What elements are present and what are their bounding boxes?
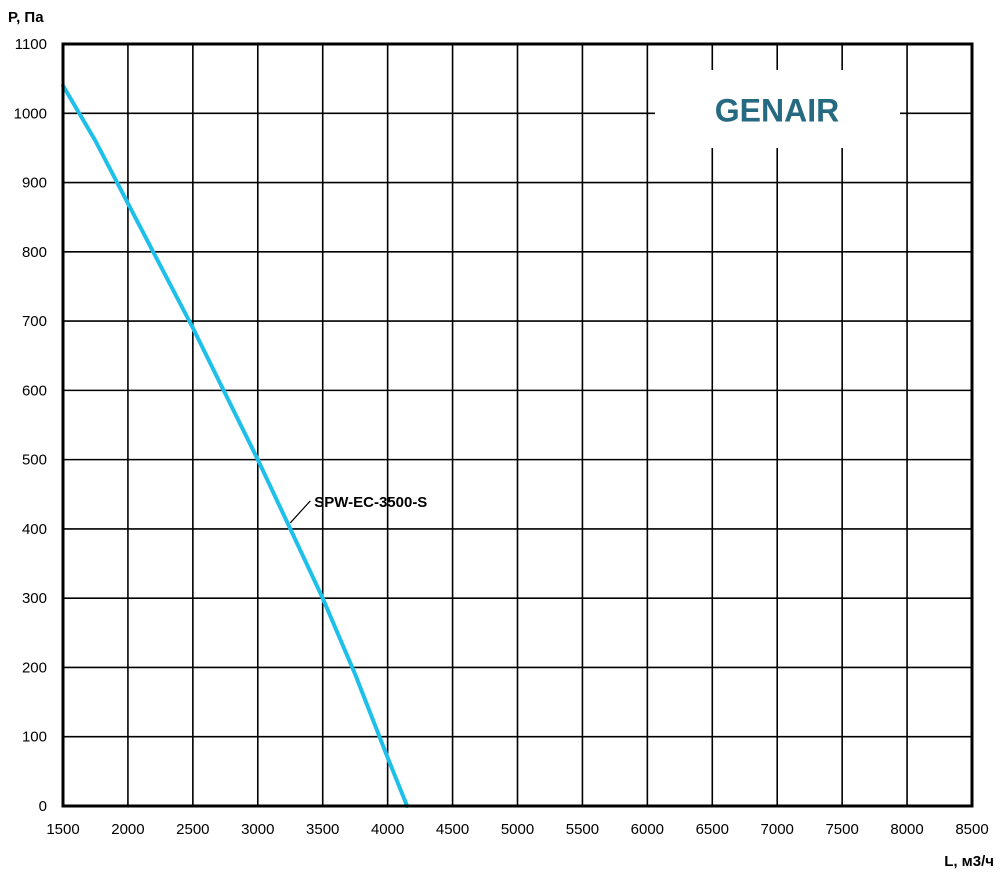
y-tick-label: 1100	[15, 36, 47, 53]
grid	[62, 43, 973, 807]
plot-frame	[61, 42, 974, 808]
x-tick-label: 2000	[111, 821, 144, 838]
y-tick-label: 800	[22, 244, 47, 261]
x-tick-label: 7000	[761, 821, 794, 838]
x-tick-label: 8000	[890, 821, 923, 838]
y-tick-label: 900	[22, 175, 47, 192]
x-tick-label: 6500	[696, 821, 729, 838]
genair-logo: GENAIR	[715, 92, 839, 128]
x-tick-label: 4500	[436, 821, 469, 838]
y-tick-label: 600	[22, 382, 47, 399]
y-tick-label: 400	[22, 521, 47, 538]
y-tick-label: 100	[22, 729, 47, 746]
x-tick-label: 6000	[631, 821, 664, 838]
x-tick-label: 3000	[241, 821, 274, 838]
x-tick-label: 4000	[371, 821, 404, 838]
y-tick-label: 0	[39, 798, 47, 815]
x-tick-label: 3500	[306, 821, 339, 838]
series-label: SPW-EC-3500-S	[314, 494, 427, 511]
y-tick-label: 700	[22, 313, 47, 330]
x-tick-label: 5500	[566, 821, 599, 838]
x-axis-title: L, м3/ч	[944, 853, 994, 870]
series-line-spw-ec-3500-s	[61, 83, 410, 808]
logo-background	[655, 70, 900, 148]
x-tick-label: 8500	[955, 821, 988, 838]
series-layer	[61, 83, 410, 808]
x-tick-label: 5000	[501, 821, 534, 838]
y-tick-label: 500	[22, 452, 47, 469]
y-tick-label: 200	[22, 659, 47, 676]
x-tick-label: 2500	[176, 821, 209, 838]
x-tick-label: 1500	[46, 821, 79, 838]
y-tick-label: 300	[22, 590, 47, 607]
annotation-leader-line	[289, 500, 311, 524]
tick-labels: 1500 2000 2500 3000 3500 4000 4500 5000 5500 6000…	[14, 36, 989, 838]
annotation-layer: SPW-EC-3500-S	[289, 494, 427, 524]
x-tick-label: 7500	[825, 821, 858, 838]
y-axis-title: P, Па	[8, 9, 44, 26]
logo-area: GENAIR	[655, 70, 900, 148]
y-tick-label: 1000	[14, 105, 47, 122]
